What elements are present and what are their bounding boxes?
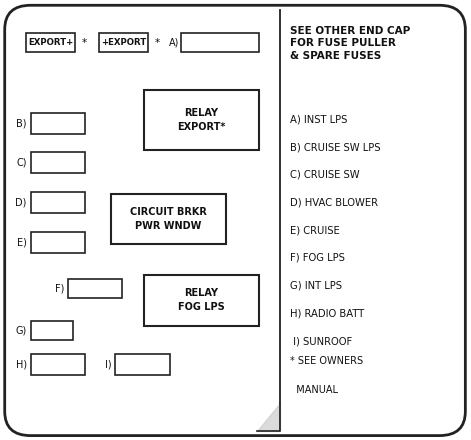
Text: MANUAL: MANUAL xyxy=(290,385,338,395)
Text: RELAY
EXPORT*: RELAY EXPORT* xyxy=(177,108,226,132)
Text: F): F) xyxy=(55,283,65,293)
Bar xyxy=(111,194,226,244)
Text: I) SUNROOF: I) SUNROOF xyxy=(290,336,352,346)
Text: +EXPORT: +EXPORT xyxy=(101,38,146,47)
Text: I): I) xyxy=(105,359,112,369)
Bar xyxy=(181,33,259,52)
Bar xyxy=(31,354,85,375)
Bar xyxy=(31,192,85,213)
Text: H) RADIO BATT: H) RADIO BATT xyxy=(290,308,364,319)
FancyBboxPatch shape xyxy=(5,5,465,436)
Bar xyxy=(68,279,122,298)
Bar xyxy=(99,33,148,52)
Text: RELAY
FOG LPS: RELAY FOG LPS xyxy=(178,288,225,312)
Text: CIRCUIT BRKR
PWR WNDW: CIRCUIT BRKR PWR WNDW xyxy=(130,207,207,231)
Bar xyxy=(31,232,85,253)
Text: B) CRUISE SW LPS: B) CRUISE SW LPS xyxy=(290,142,380,152)
Polygon shape xyxy=(257,403,280,431)
Text: D): D) xyxy=(16,198,27,207)
Text: B): B) xyxy=(16,119,27,128)
Bar xyxy=(31,152,85,173)
Text: C) CRUISE SW: C) CRUISE SW xyxy=(290,170,359,180)
Bar xyxy=(115,354,170,375)
Text: A): A) xyxy=(169,38,179,48)
Text: H): H) xyxy=(16,359,27,369)
Text: *: * xyxy=(154,38,159,48)
Text: *: * xyxy=(81,38,86,48)
Bar xyxy=(144,90,259,150)
Bar xyxy=(26,33,75,52)
Bar xyxy=(31,321,73,340)
Text: A) INST LPS: A) INST LPS xyxy=(290,114,347,125)
Text: E) CRUISE: E) CRUISE xyxy=(290,225,340,235)
Text: F) FOG LPS: F) FOG LPS xyxy=(290,253,345,263)
Text: * SEE OWNERS: * SEE OWNERS xyxy=(290,356,363,367)
Text: SEE OTHER END CAP
FOR FUSE PULLER
& SPARE FUSES: SEE OTHER END CAP FOR FUSE PULLER & SPAR… xyxy=(290,26,410,61)
Text: D) HVAC BLOWER: D) HVAC BLOWER xyxy=(290,198,378,208)
Bar xyxy=(31,113,85,134)
Text: G) INT LPS: G) INT LPS xyxy=(290,281,341,291)
Text: G): G) xyxy=(16,326,27,335)
Text: C): C) xyxy=(16,158,27,167)
Bar xyxy=(144,275,259,326)
Text: E): E) xyxy=(17,238,27,247)
Text: EXPORT+: EXPORT+ xyxy=(28,38,73,47)
